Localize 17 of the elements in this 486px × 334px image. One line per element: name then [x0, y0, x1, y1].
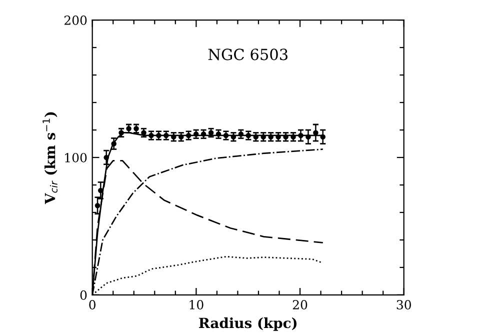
text: NGC 6503	[208, 48, 288, 60]
y-axis-title: V$_{cir}$ (km s$^{−1}$)	[42, 112, 58, 204]
x-tick-label: 20	[292, 300, 308, 310]
x-tick-label: 10	[190, 300, 204, 310]
point	[313, 130, 318, 136]
point	[320, 134, 326, 140]
x-tick-label: 30	[396, 300, 411, 310]
x-tick-label: 0	[89, 300, 96, 310]
y-tick-label: 200	[64, 16, 87, 25]
x-axis-title: Radius (kpc)	[198, 317, 297, 331]
point	[306, 134, 311, 140]
point	[111, 141, 116, 146]
point	[298, 132, 304, 138]
point	[104, 154, 109, 160]
point	[94, 202, 100, 208]
y-tick-label: 100	[65, 152, 87, 162]
y-tick-label: 0	[80, 290, 87, 300]
